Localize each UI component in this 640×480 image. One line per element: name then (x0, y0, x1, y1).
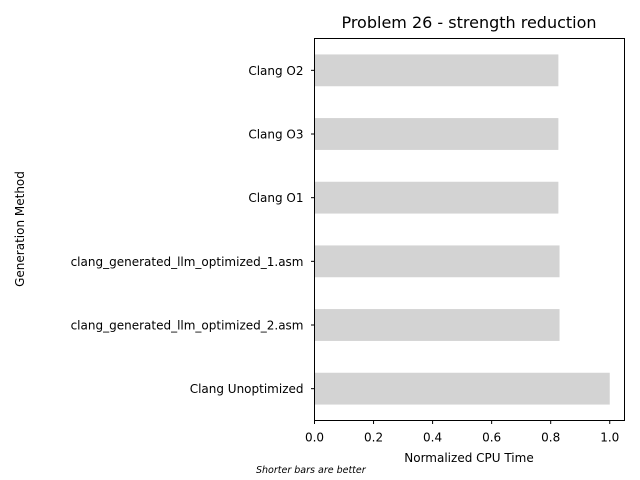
y-axis-label: Generation Method (13, 171, 27, 287)
plot-frame (314, 38, 625, 421)
y-tick-label: Clang O3 (248, 128, 303, 142)
x-tick-label: 0.8 (541, 431, 560, 445)
x-tick-label: 0.4 (423, 431, 442, 445)
x-axis-label: Normalized CPU Time (404, 451, 533, 465)
bar (314, 181, 559, 214)
x-ticks: 0.0 0.2 0.4 0.6 0.8 1.0 (305, 420, 619, 445)
bar (314, 54, 559, 87)
bar (314, 309, 560, 341)
bar (314, 372, 610, 405)
footnote: Shorter bars are better (256, 465, 366, 476)
y-tick-labels: Clang O2 Clang O3 Clang O1 clang_generated_… (71, 64, 315, 396)
chart-title: Problem 26 - strength reduction (341, 13, 596, 32)
y-tick-label: clang_generated_llm_optimized_2.asm (71, 319, 304, 333)
bars-group (314, 54, 610, 405)
x-tick-label: 1.0 (600, 431, 619, 445)
y-tick-label: Clang Unoptimized (190, 382, 304, 396)
bar (314, 118, 559, 150)
y-tick-label: clang_generated_llm_optimized_1.asm (71, 255, 304, 269)
y-tick-label: Clang O1 (248, 191, 303, 205)
bar (314, 245, 560, 278)
x-tick-label: 0.2 (364, 431, 383, 445)
x-tick-label: 0.0 (305, 431, 324, 445)
x-tick-label: 0.6 (482, 431, 501, 445)
y-tick-label: Clang O2 (248, 64, 303, 78)
